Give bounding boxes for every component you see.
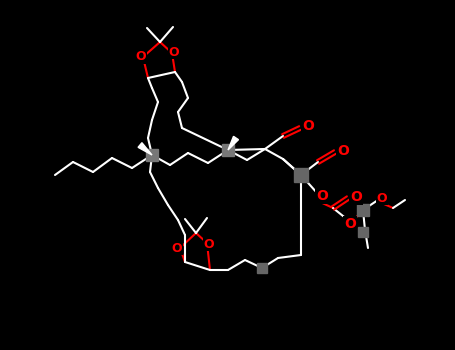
Text: O: O bbox=[302, 119, 314, 133]
Text: O: O bbox=[316, 189, 328, 203]
Polygon shape bbox=[228, 136, 238, 150]
Text: O: O bbox=[169, 46, 179, 58]
Text: O: O bbox=[350, 190, 362, 204]
Text: O: O bbox=[344, 217, 356, 231]
Text: O: O bbox=[204, 238, 214, 251]
Polygon shape bbox=[138, 143, 152, 155]
Text: O: O bbox=[136, 50, 147, 63]
Text: O: O bbox=[337, 144, 349, 158]
Text: O: O bbox=[172, 241, 182, 254]
Text: O: O bbox=[377, 191, 387, 204]
